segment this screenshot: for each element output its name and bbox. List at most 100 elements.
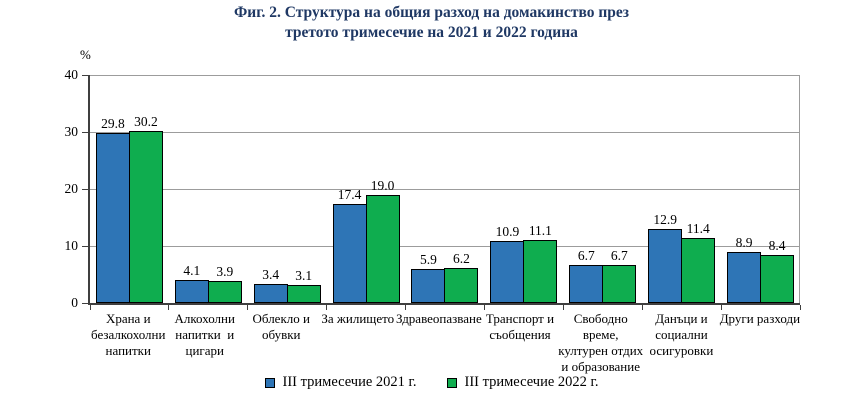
x-axis-line [88, 303, 800, 305]
y-axis-tick-label: 40 [64, 67, 79, 82]
bar-2022: 8.4 [760, 238, 795, 303]
legend: III тримесечие 2021 г. III тримесечие 20… [0, 374, 863, 391]
gridline-20 [90, 189, 800, 190]
x-axis-category-label-5: Здравеопазване [396, 311, 482, 375]
x-axis-category-label-text: Данъци и социални осигуровки [649, 311, 714, 358]
bar-2021: 29.8 [95, 116, 130, 303]
bar-2022: 6.7 [602, 248, 637, 303]
bar-group-7: 6.7 6.7 [563, 75, 642, 303]
bar-2021: 3.4 [253, 267, 288, 303]
x-axis-category-label-4: За жилището [320, 311, 397, 375]
x-axis-category-label-2: Алкохолни напитки и цигари [167, 311, 244, 375]
bar-group-3: 3.4 3.1 [248, 75, 327, 303]
bar-group-5: 5.9 6.2 [406, 75, 485, 303]
bar-value-label: 11.4 [686, 221, 710, 237]
bar-value-label: 6.7 [610, 247, 628, 263]
x-axis-tick [562, 305, 564, 310]
bar-2021: 10.9 [490, 224, 525, 303]
bar-value-label: 3.9 [216, 263, 234, 279]
bar-2022: 3.9 [207, 264, 242, 303]
legend-swatch-2021-icon [264, 377, 275, 388]
x-axis-category-label-text: Храна и безалкохолни напитки [91, 311, 166, 358]
x-axis-category-label-text: За жилището [321, 311, 395, 326]
x-axis-tick [247, 305, 249, 310]
x-axis-category-label-9: Други разходи [720, 311, 800, 375]
x-axis-tick [89, 305, 91, 310]
y-axis-tick-label: 30 [64, 124, 79, 139]
chart-title-line1: Фиг. 2. Структура на общия разход на дом… [233, 4, 630, 21]
y-axis-tick-label: 20 [64, 181, 79, 196]
bar-group-6: 10.9 11.1 [484, 75, 563, 303]
x-axis-tick [405, 305, 407, 310]
x-axis-tick [641, 305, 643, 310]
bar-value-label: 12.9 [653, 212, 677, 228]
x-axis-tick [720, 305, 722, 310]
bar-2021: 17.4 [332, 187, 367, 303]
x-axis-category-label-3: Облекло и обувки [243, 311, 320, 375]
bar-2021: 4.1 [174, 263, 209, 303]
bar-group-4: 17.4 19.0 [327, 75, 406, 303]
chart-title-line2: третото тримесечие на 2021 и 2022 година [285, 24, 578, 41]
bar-value-label: 3.4 [262, 266, 280, 282]
x-axis-tick [168, 305, 170, 310]
x-axis-category-label-text: Здравеопазване [396, 311, 482, 326]
bar-2022: 11.1 [523, 223, 558, 303]
y-axis-tick-label: 10 [64, 238, 79, 253]
bar-group-9: 8.9 8.4 [721, 75, 800, 303]
y-axis-tick [82, 131, 90, 133]
chart-title: Фиг. 2. Структура на общия разход на дом… [0, 3, 863, 43]
y-axis-tick [82, 245, 90, 247]
bar-value-label: 6.2 [453, 250, 470, 266]
y-axis-tick [82, 188, 90, 190]
bar-2022: 3.1 [286, 268, 321, 303]
x-axis-category-labels: Храна и безалкохолни напитки Алкохолни на… [90, 311, 800, 375]
y-axis-tick [82, 302, 90, 304]
bar-2021: 12.9 [648, 212, 683, 303]
bar-value-label: 8.9 [735, 235, 753, 251]
bar-2021: 8.9 [727, 235, 762, 303]
gridline-10 [90, 246, 800, 247]
bar-2022: 11.4 [681, 221, 716, 303]
bar-2022: 6.2 [444, 251, 479, 303]
bar-2022: 19.0 [365, 178, 400, 303]
bar-value-label: 5.9 [420, 252, 437, 268]
bar-value-label: 6.7 [577, 247, 595, 263]
gridline-30 [90, 132, 800, 133]
x-axis-tick [799, 305, 801, 310]
x-axis-category-label-text: Облекло и обувки [252, 311, 310, 342]
y-axis-unit-label: % [80, 47, 91, 62]
bar-value-label: 3.1 [295, 268, 313, 284]
bar-value-label: 10.9 [495, 223, 520, 239]
x-axis-category-label-text: Свободно време, културен отдих и образов… [558, 311, 644, 374]
legend-item-2021: III тримесечие 2021 г. [264, 374, 417, 391]
plot-area: 29.8 30.2 4.1 3.9 3.4 3.1 17.4 19.0 5.9 6.2 10.9 11… [82, 74, 801, 310]
x-axis-category-label-8: Данъци и социални осигуровки [643, 311, 720, 375]
bar-value-label: 4.1 [183, 262, 201, 278]
bar-group-2: 4.1 3.9 [169, 75, 248, 303]
bar-value-label: 11.1 [528, 222, 552, 238]
legend-swatch-2022-icon [446, 377, 457, 388]
x-axis-tick [326, 305, 328, 310]
x-axis-category-label-1: Храна и безалкохолни напитки [90, 311, 167, 375]
x-axis-category-label-6: Транспорт и съобщения [482, 311, 559, 375]
gridline-40 [90, 75, 800, 76]
x-axis-category-label-text: Други разходи [719, 311, 801, 326]
bar-value-label: 29.8 [101, 116, 125, 132]
bar-value-label: 17.4 [337, 186, 362, 202]
y-axis-tick [82, 74, 90, 76]
x-axis-category-label-text: Алкохолни напитки и цигари [174, 311, 235, 358]
y-axis-tick-label: 0 [71, 295, 78, 310]
x-axis-tick [483, 305, 485, 310]
bar-group-8: 12.9 11.4 [642, 75, 721, 303]
y-axis-line [88, 75, 90, 305]
bar-2022: 30.2 [128, 114, 163, 303]
legend-item-2022: III тримесечие 2022 г. [446, 374, 599, 391]
x-axis-category-label-text: Транспорт и съобщения [485, 311, 555, 342]
x-axis-category-label-7: Свободно време, културен отдих и образов… [558, 311, 643, 375]
bar-group-1: 29.8 30.2 [90, 75, 169, 303]
bar-2021: 5.9 [411, 252, 446, 303]
bar-value-label: 19.0 [370, 177, 395, 193]
legend-label-2022: III тримесечие 2022 г. [464, 374, 599, 390]
bar-value-label: 8.4 [768, 238, 786, 254]
